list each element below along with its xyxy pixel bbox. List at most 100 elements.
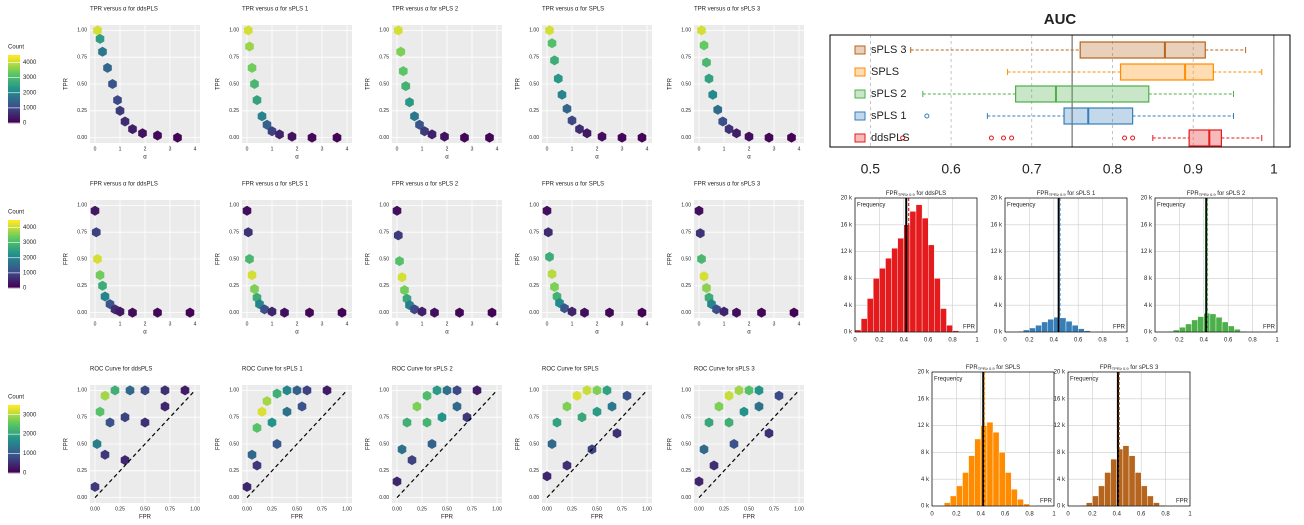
colorbar-step [8,283,20,287]
hex-cell [702,283,711,293]
colorbar-step [8,278,20,282]
y-tick-label: 1.00 [379,28,389,34]
x-tick-label: 0.6 [1001,512,1010,518]
y-tick-label: 16 k [1054,396,1066,402]
colorbar-step [8,55,20,58]
hex-cell [128,307,137,318]
hex-cell [243,227,253,238]
x-tick-label: 0.8 [1248,338,1257,344]
colorbar-label: 0 [23,471,27,477]
y-axis-label: FPR [366,437,372,450]
hex-cell [704,73,714,84]
title-main: FPR [1187,191,1200,197]
x-tick-label: 4 [194,146,197,152]
x-tick-label: 3 [321,146,324,152]
colorbar-step [8,445,20,449]
hex-cell [393,25,403,36]
x-axis-label: α [747,155,751,161]
x-tick-label: 0.6 [1074,338,1083,344]
hex-cell [732,307,741,318]
colorbar-step [8,267,20,271]
y-axis-label: FPR [216,437,222,450]
y-tick-label: 0.00 [529,495,539,501]
hex-cell [487,307,497,318]
panel-title: ROC Curve for sPLS 1 [242,367,303,373]
x-tick-label: 1 [1270,161,1278,177]
hex-cell [774,390,784,401]
hex-cell [422,390,432,401]
y-axis-label: TPR [216,77,222,90]
x-tick-label: 0.25 [567,506,577,512]
hex-cell [257,406,267,417]
y-tick-label: 0.75 [229,415,239,421]
y-tick-label: 0.50 [529,441,539,447]
x-tick-label: 0.00 [242,506,252,512]
y-tick-label: 1.00 [229,28,239,34]
y-axis-label: FPR [366,252,372,265]
hex-cell [550,55,559,66]
colorbar-step [8,459,20,463]
hex-cell [562,401,572,412]
hex-cell [702,57,711,68]
x-tick-label: 0.50 [592,506,602,512]
hex-cell [427,439,437,449]
hex-cell [485,132,494,143]
y-tick-label: 0.00 [529,310,539,316]
hex-cell [699,40,709,51]
y-tick-label: 0.25 [379,468,389,474]
y-axis-label: FPR [516,437,522,450]
x-tick-label: 0.8 [1098,338,1107,344]
colorbar-step [8,233,20,237]
hex-cell [567,115,577,126]
colorbar-step [8,89,20,92]
x-tick-label: 0.5 [861,161,881,177]
y-tick-label: 0.25 [529,283,539,289]
colorbar-step [8,420,20,424]
x-tick-label: 0.8 [948,338,957,344]
y-tick-label: 8 k [921,450,930,456]
hex-cell [744,131,754,142]
y-tick-label: 0.00 [379,135,389,141]
colorbar-step [8,272,20,275]
x-tick-label: 0.8 [1025,512,1034,518]
hex-cell [572,390,582,401]
hex-cell [105,417,115,428]
bar [968,455,975,507]
colorbar-step [8,470,20,474]
x-tick-label: 1 [119,146,122,152]
x-tick-label: 4 [646,321,649,327]
y-tick-label: 1.00 [529,28,539,34]
bar [1185,323,1192,333]
colorbar-label: 3000 [23,240,37,246]
hex-cell [562,460,572,471]
hex-cell [543,227,553,238]
bar [891,248,898,333]
hex-cell [257,111,267,122]
x-tick-label: 0.75 [467,506,477,512]
colorbar-title: Count [8,395,24,401]
hex-cell [562,103,572,114]
bar [897,237,905,333]
hex-cell [713,104,723,115]
x-axis-label: α [295,330,299,336]
hex-cell [442,385,452,396]
hex-cell [92,439,102,449]
title-subscript: TPR≥ 0.9 [978,366,996,371]
hex-cell [242,481,252,492]
hex-cell [307,132,317,143]
hex-cell [93,254,102,264]
colorbar-step [8,98,20,101]
bar [962,472,969,507]
hex-cell [545,251,554,262]
colorbar-step [8,109,20,113]
x-tick-label: 1.00 [190,506,200,512]
y-tick-label: 0 k [921,504,930,510]
y-tick-label: 0 k [994,330,1003,336]
bar [986,422,994,507]
colorbar-step [8,57,20,61]
hex-cell [120,412,130,423]
colorbar-step [8,222,20,226]
title-main: FPR [1037,191,1050,197]
x-tick-label: 0 [853,338,857,344]
